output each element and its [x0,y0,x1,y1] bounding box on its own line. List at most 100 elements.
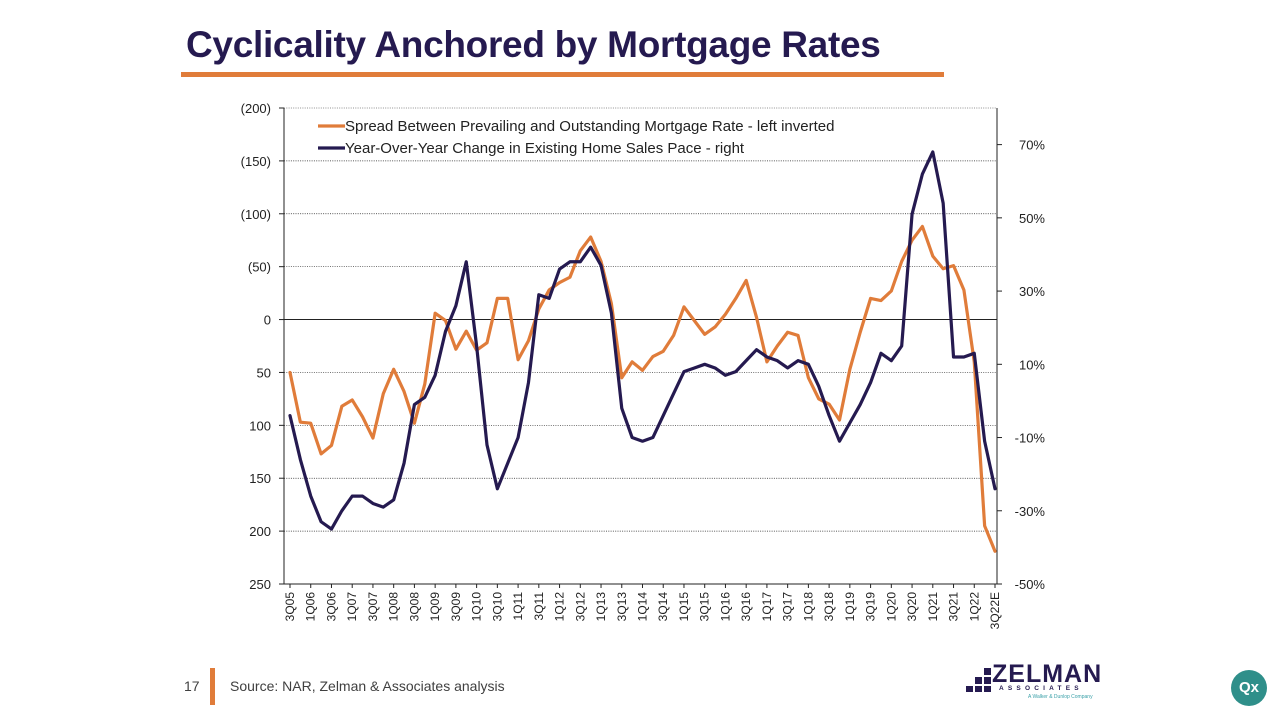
spread-data-point [838,418,841,422]
home-sales-series-line [288,150,997,531]
spread-data-point [890,289,893,293]
home-sales-data-point [693,366,696,370]
spread-data-point [952,264,955,267]
home-sales-data-point [973,352,976,355]
spread-data-point [506,297,509,300]
spread-data-point [848,368,852,371]
home-sales-data-point [527,381,530,384]
spread-data-point [402,390,406,393]
home-sales-data-point [662,414,665,417]
spread-data-point [444,319,447,322]
spread-series-line [288,224,997,553]
x-tick-label: 3Q12 [573,592,587,622]
spread-data-point [516,358,520,361]
spread-data-point [796,334,800,337]
x-tick-label: 1Q19 [843,592,857,622]
home-sales-data-point [319,520,323,523]
spread-data-point [630,360,634,364]
x-tick-label: 3Q08 [407,592,421,622]
left-tick-label: (50) [248,260,271,275]
right-tick-label: -50% [1015,577,1046,592]
x-tick-label: 1Q06 [304,592,318,622]
spread-data-point [869,297,872,300]
spread-data-point [682,305,686,309]
home-sales-data-point [931,150,934,154]
home-sales-data-point [413,403,416,406]
spread-data-point [817,397,820,401]
x-tick-label: 1Q14 [636,592,650,622]
spread-data-point [392,368,395,371]
spread-data-point [589,235,592,239]
home-sales-data-point [724,374,727,377]
home-sales-data-point [630,436,634,439]
home-sales-data-point [993,487,997,490]
right-tick-label: -10% [1015,431,1046,446]
left-tick-label: (100) [241,207,271,222]
x-tick-label: 3Q10 [490,592,504,622]
spread-data-point [662,350,665,353]
home-sales-data-point [713,366,717,370]
spread-data-point [620,376,623,379]
home-sales-data-point [599,264,603,267]
x-tick-label: 1Q22 [967,592,981,622]
spread-data-point [859,331,862,334]
spread-data-point [807,376,810,379]
home-sales-data-point [444,330,447,333]
home-sales-data-point [651,436,655,439]
home-sales-data-point [900,344,903,348]
spread-data-point [485,341,489,345]
source-note: Source: NAR, Zelman & Associates analysi… [230,678,505,694]
spread-data-point [776,344,779,348]
left-tick-label: (200) [241,101,271,116]
qx-badge-icon[interactable]: Qx [1231,670,1267,706]
x-tick-label: 3Q11 [532,592,546,621]
x-tick-label: 1Q07 [345,592,359,622]
chart-legend: Spread Between Prevailing and Outstandin… [318,118,834,157]
logo-tagline: A Walker & Dunlop Company [1028,694,1093,700]
spread-data-point [744,279,748,282]
spread-data-point [672,334,675,337]
spread-data-point [319,452,323,456]
line-chart: (200) (150) (100) (50) 0 50 100 150 200 250 70% 50%… [241,101,1046,629]
home-sales-data-point [682,370,686,373]
x-tick-label: 3Q13 [615,592,629,622]
home-sales-data-point [817,385,820,388]
home-sales-data-point [392,498,395,501]
home-sales-data-point [869,381,872,384]
home-sales-data-point [786,366,789,370]
home-sales-data-point [765,355,769,359]
home-sales-data-point [299,458,302,461]
x-tick-label: 1Q18 [801,592,815,622]
spread-data-point [288,371,292,374]
spread-data-point [641,369,644,372]
x-tick-label: 1Q16 [718,592,732,622]
left-tick-label: 100 [249,418,271,433]
spread-data-point [454,347,458,351]
x-tick-label: 1Q20 [884,592,898,622]
logo-name: ZELMAN [992,660,1103,688]
home-sales-data-point [579,260,582,263]
home-sales-data-point [734,370,738,373]
home-sales-data-point [807,363,810,366]
spread-data-point [724,313,727,316]
spread-data-point [309,422,312,425]
title-underline [181,72,944,77]
home-sales-data-point [744,359,748,362]
spread-data-point [371,436,375,440]
x-tick-label: 1Q12 [553,592,567,622]
home-sales-data-point [288,414,292,417]
x-tick-label: 3Q15 [698,592,712,622]
x-tick-label: 3Q05 [283,592,297,622]
spread-data-point [527,339,530,342]
legend-label: Year-Over-Year Change in Existing Home S… [345,140,745,157]
left-tick-label: (150) [241,154,271,169]
spread-data-point [361,415,364,419]
spread-data-point [900,260,903,263]
home-sales-data-point [827,414,831,417]
home-sales-data-point [703,363,706,366]
left-tick-label: 50 [257,365,271,380]
logo-subtitle: ASSOCIATES [999,685,1083,692]
spread-data-point [547,288,551,292]
left-tick-label: 0 [264,313,271,328]
spread-data-point [340,405,344,408]
